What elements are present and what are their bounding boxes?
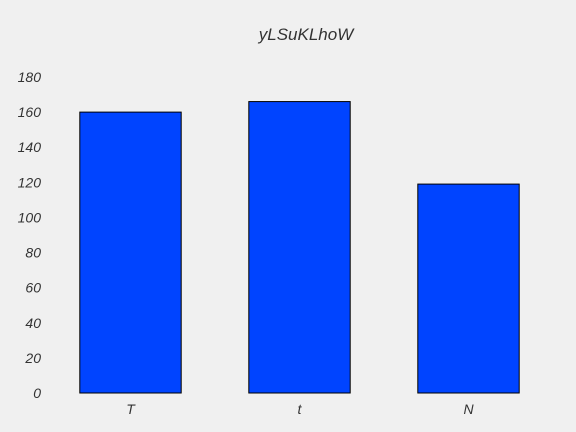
y-tick-label: 0	[33, 385, 41, 401]
bar-t	[248, 101, 351, 394]
y-axis-ticks: 0 20 40 60 80 100 120 140 160 180	[18, 69, 42, 401]
x-tick-label: T	[126, 401, 136, 417]
bar-T	[79, 111, 182, 394]
y-tick-label: 80	[25, 245, 41, 261]
y-tick-label: 120	[18, 174, 42, 190]
y-tick-label: 20	[24, 350, 41, 366]
y-tick-label: 140	[18, 139, 42, 155]
y-tick-label: 160	[18, 104, 42, 120]
bar-N	[417, 183, 520, 394]
x-tick-label: t	[298, 401, 303, 417]
y-tick-label: 40	[25, 315, 41, 331]
y-tick-label: 100	[18, 209, 42, 225]
bars	[79, 101, 520, 394]
y-tick-label: 60	[25, 280, 41, 296]
y-tick-label: 180	[18, 69, 42, 85]
x-tick-label: N	[463, 401, 474, 417]
chart-title: yLSuKLhoW	[258, 25, 355, 44]
